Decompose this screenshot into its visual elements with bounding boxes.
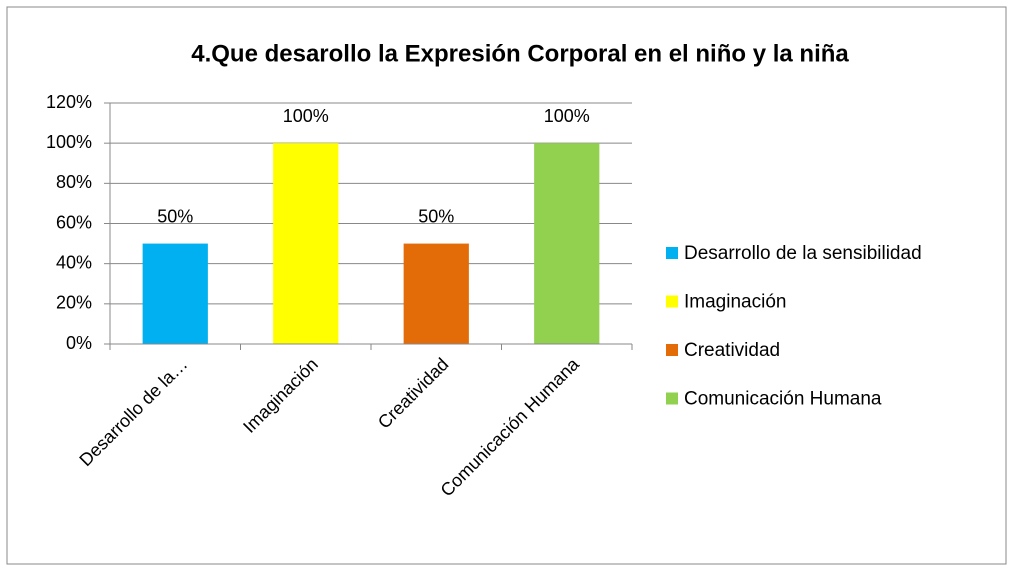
chart-title: 4.Que desarollo la Expresión Corporal en… (191, 40, 849, 67)
value-label: 50% (418, 206, 454, 226)
y-tick-label: 60% (56, 212, 92, 232)
legend-label: Desarrollo de la sensibilidad (684, 243, 922, 264)
bar (273, 143, 339, 344)
y-tick-label: 80% (56, 172, 92, 192)
legend-swatch (666, 247, 678, 259)
y-tick-label: 20% (56, 293, 92, 313)
bar (403, 243, 469, 344)
y-tick-label: 40% (56, 252, 92, 272)
legend-label: Imaginación (684, 292, 786, 313)
y-tick-label: 0% (66, 333, 92, 353)
value-label: 50% (157, 206, 193, 226)
value-label: 100% (283, 106, 329, 126)
legend-swatch (666, 344, 678, 356)
legend-label: Comunicación Humana (684, 389, 882, 410)
legend-swatch (666, 295, 678, 308)
y-tick-label: 100% (46, 132, 92, 152)
value-label: 100% (544, 106, 590, 126)
bar (534, 143, 600, 344)
legend-label: Creatividad (684, 340, 780, 361)
y-tick-label: 120% (46, 92, 92, 112)
bar (142, 243, 208, 344)
legend-swatch (666, 392, 678, 405)
